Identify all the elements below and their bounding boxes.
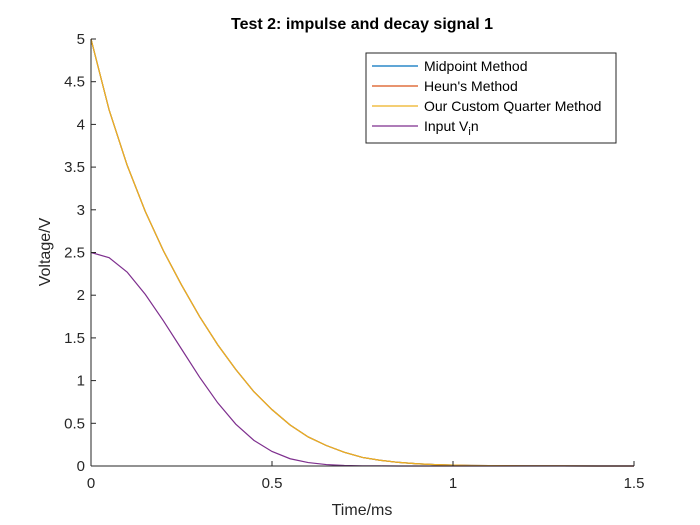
axes-layer: 0 0.5 1 1.5 0 0.5 1 1.5 2 2.5 3 3.5 4 4.5 5 bbox=[64, 31, 644, 492]
y-tick-label: 0 bbox=[77, 458, 85, 475]
x-tick-label: 1.5 bbox=[624, 475, 645, 492]
y-axis-label: Voltage/V bbox=[37, 217, 54, 286]
y-tick-label: 5 bbox=[77, 31, 85, 48]
legend-entry-suffix: n bbox=[471, 118, 479, 134]
y-tick-label: 2.5 bbox=[64, 245, 85, 262]
legend-box bbox=[365, 52, 617, 144]
x-tick-label: 0 bbox=[87, 475, 95, 492]
x-tick-label: 0.5 bbox=[262, 475, 283, 492]
y-tick-label: 2 bbox=[77, 287, 85, 304]
y-tick-label: 0.5 bbox=[64, 415, 85, 432]
legend-entry-text: Input V bbox=[424, 118, 469, 134]
legend-entry-1: Heun's Method bbox=[424, 78, 518, 94]
x-tick-label: 1 bbox=[449, 475, 457, 492]
chart-title: Test 2: impulse and decay signal 1 bbox=[231, 16, 493, 33]
legend-entry-0: Midpoint Method bbox=[424, 58, 528, 74]
y-tick-label: 3 bbox=[77, 202, 85, 219]
legend: Midpoint Method Heun's Method Our Custom Q… bbox=[365, 52, 617, 144]
legend-entry-text: Heun's Method bbox=[424, 78, 518, 94]
legend-entry-text: Our Custom Quarter Method bbox=[424, 98, 601, 114]
y-tick-label: 4.5 bbox=[64, 74, 85, 91]
legend-entry-3: Input Vin bbox=[424, 118, 479, 138]
legend-entry-subscript: i bbox=[468, 126, 470, 138]
y-tick-label: 3.5 bbox=[64, 159, 85, 176]
x-axis-label: Time/ms bbox=[332, 502, 393, 519]
y-tick-label: 1 bbox=[77, 373, 85, 390]
y-tick-label: 1.5 bbox=[64, 330, 85, 347]
y-tick-label: 4 bbox=[77, 116, 85, 133]
legend-entry-text: Midpoint Method bbox=[424, 58, 528, 74]
legend-entry-2: Our Custom Quarter Method bbox=[424, 98, 601, 114]
